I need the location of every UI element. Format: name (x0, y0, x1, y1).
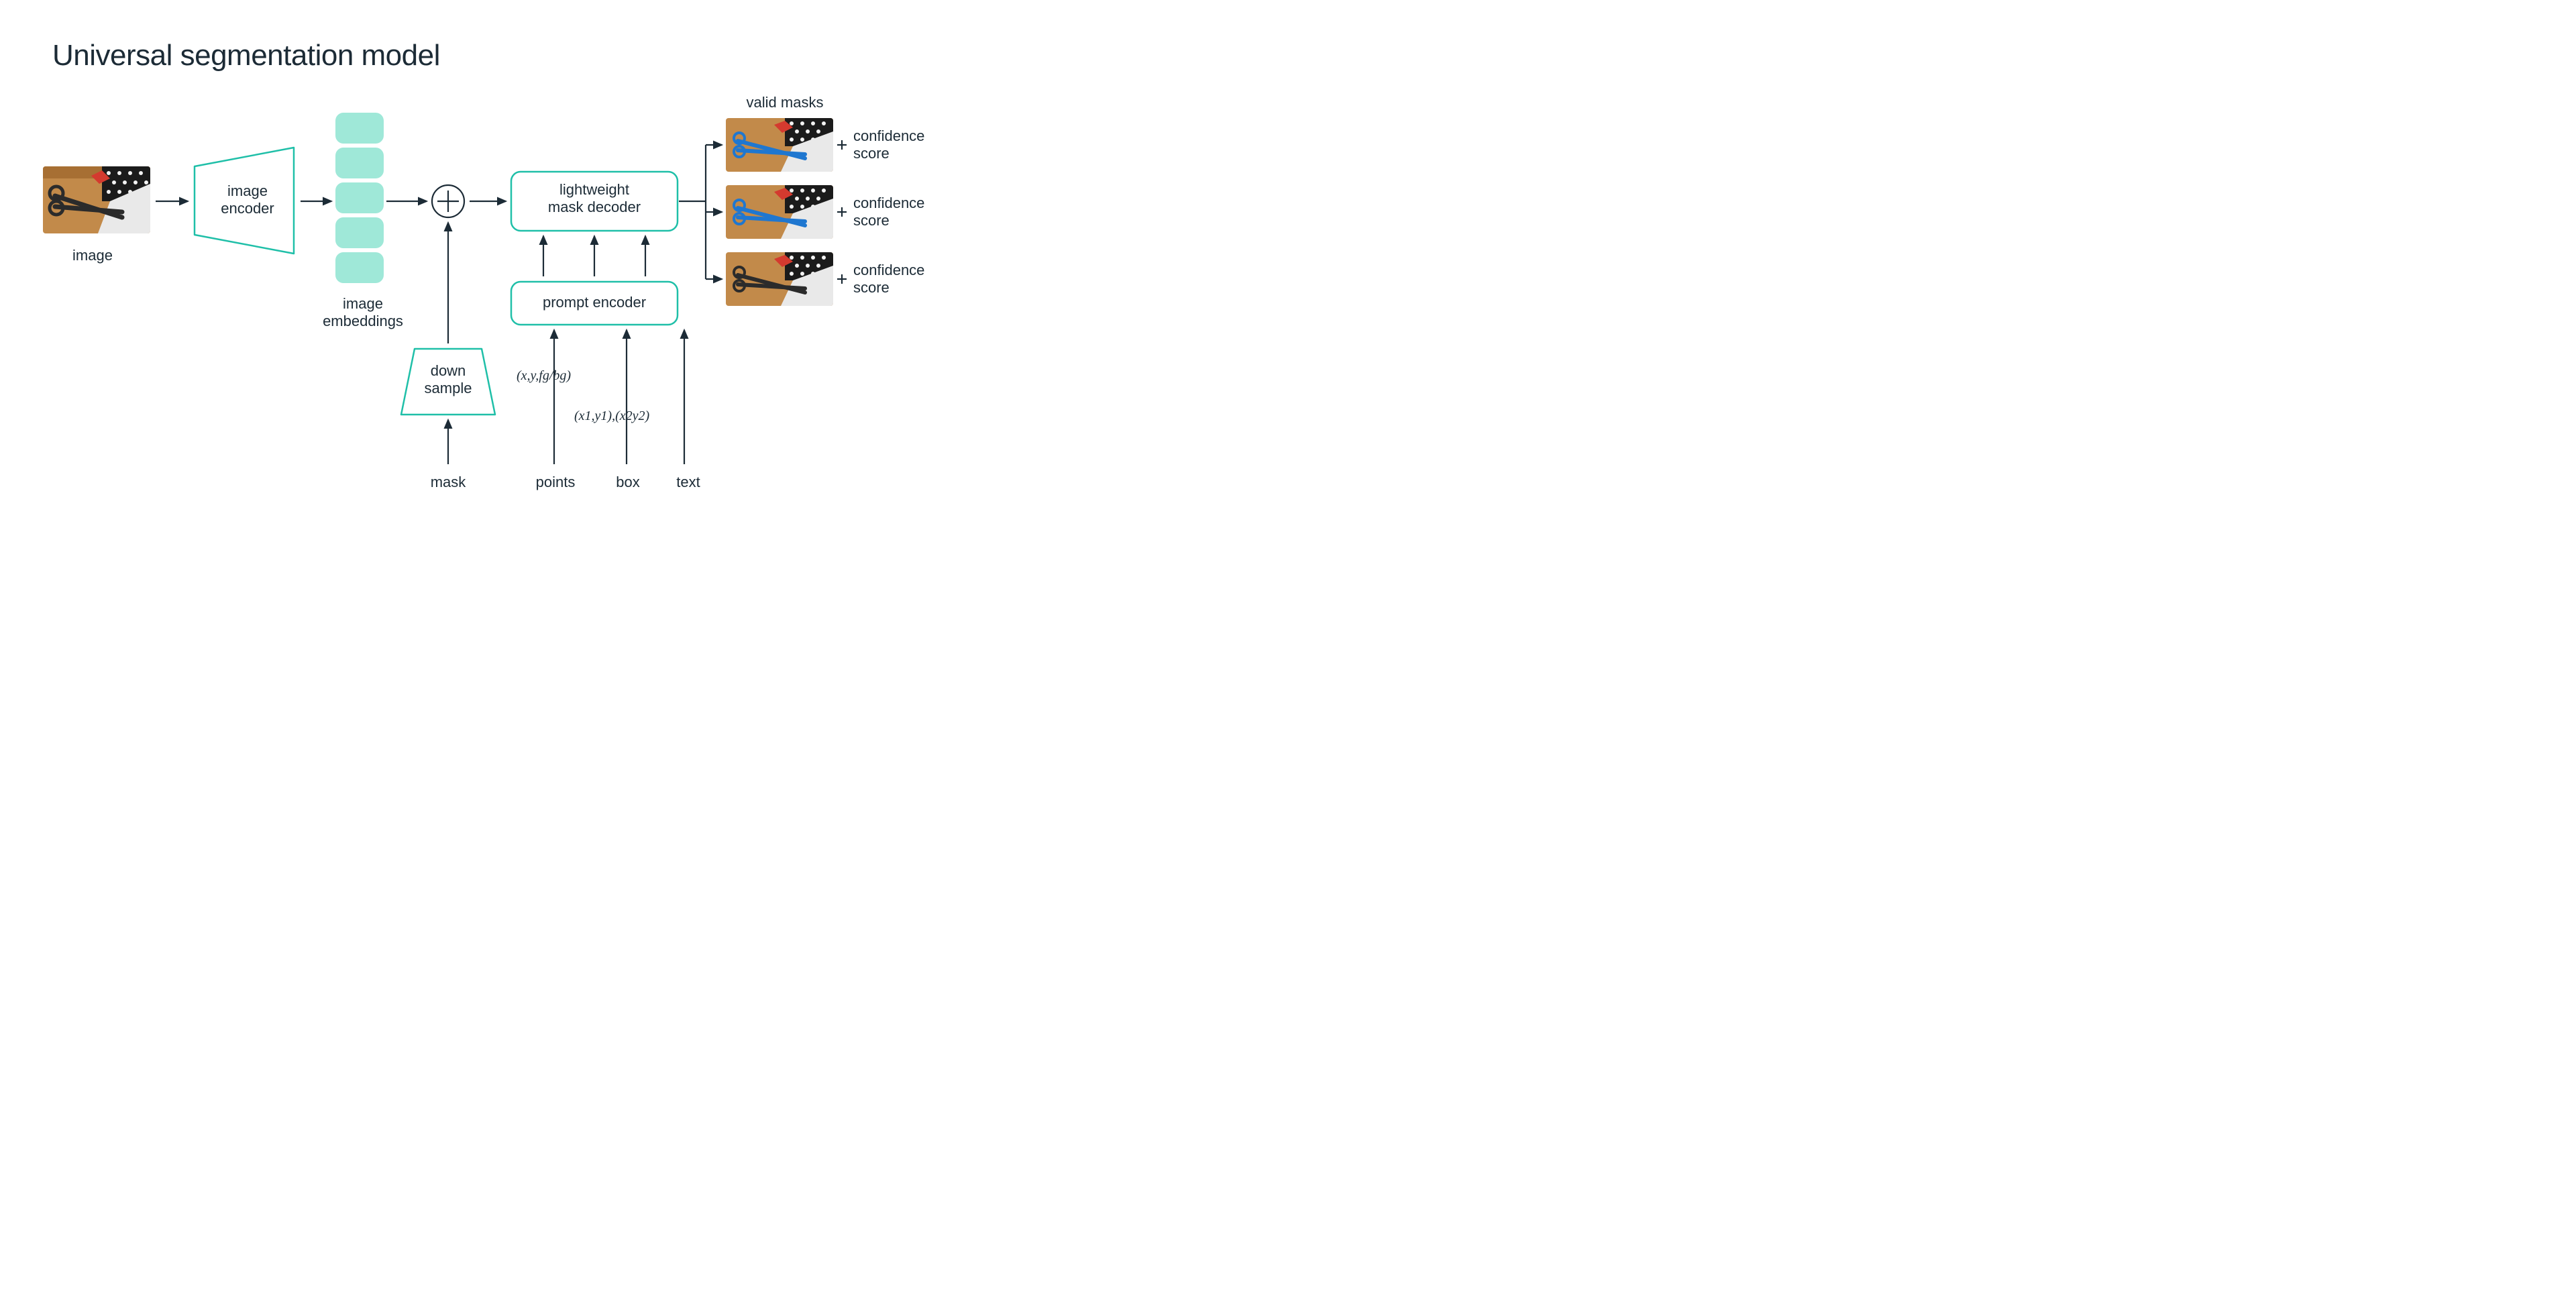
down-sample-label: down sample (401, 362, 495, 398)
diagram-title: Universal segmentation model (52, 39, 440, 72)
image-embeddings-label: image embeddings (313, 295, 413, 331)
fanout-arrows (679, 145, 722, 279)
image-encoder-label: image encoder (201, 182, 294, 218)
output-plus-icons (837, 140, 847, 284)
output-mask-thumb-1 (726, 118, 833, 172)
mask-input-label: mask (421, 474, 475, 491)
text-input-label: text (668, 474, 708, 491)
input-image-thumb (43, 166, 150, 233)
prompt-encoder-label: prompt encoder (511, 294, 678, 311)
arrows-group (156, 201, 684, 464)
confidence-score-label-2: confidence score (853, 195, 941, 230)
points-formula: (x,y,fg/bg) (517, 368, 610, 384)
points-input-label: points (529, 474, 582, 491)
image-embeddings-stack (335, 113, 384, 283)
combine-plus-icon (432, 185, 464, 217)
output-mask-thumb-3 (726, 252, 833, 306)
diagram-canvas (0, 0, 1030, 517)
output-mask-thumb-2 (726, 185, 833, 239)
confidence-score-label-3: confidence score (853, 262, 941, 297)
confidence-score-label-1: confidence score (853, 127, 941, 163)
valid-masks-label: valid masks (731, 94, 839, 111)
input-image-label: image (59, 247, 126, 264)
mask-decoder-label: lightweight mask decoder (511, 181, 678, 217)
box-input-label: box (608, 474, 648, 491)
box-formula: (x1,y1),(x2y2) (574, 408, 688, 424)
